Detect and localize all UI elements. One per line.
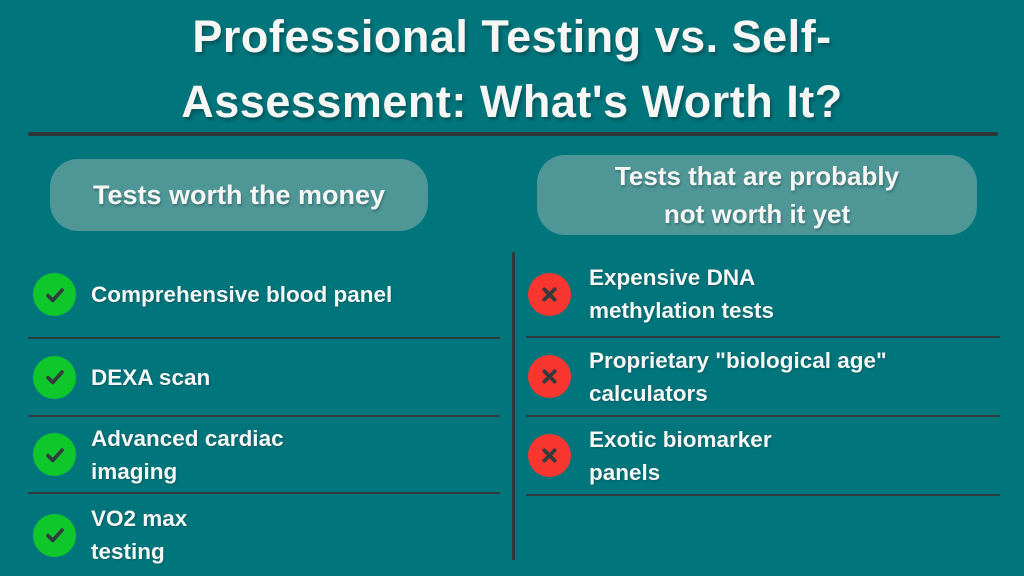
check-icon: [33, 513, 76, 557]
list-item-label: Exotic biomarker panels: [589, 426, 772, 485]
list-item: Advanced cardiac imaging: [28, 417, 500, 494]
x-icon: [528, 272, 571, 316]
left-column-header: Tests worth the money: [50, 159, 428, 231]
list-item: Comprehensive blood panel: [28, 252, 500, 339]
right-column-header-line1: Tests that are probably: [614, 161, 900, 191]
list-item-label: Expensive DNA methylation tests: [589, 265, 775, 323]
check-icon: [33, 273, 76, 316]
list-item: Proprietary "biological age" calculators: [526, 338, 1000, 417]
x-icon: [528, 434, 571, 477]
list-item: DEXA scan: [28, 339, 500, 417]
list-item-label: Proprietary "biological age" calculators: [589, 347, 887, 406]
page-title-line2: Assessment: What's Worth It?: [181, 76, 843, 127]
list-item-label: Advanced cardiac imaging: [91, 425, 284, 484]
x-icon: [528, 355, 571, 398]
check-icon: [33, 355, 76, 399]
check-icon: [33, 433, 76, 476]
right-column-header-line2: not worth it yet: [663, 199, 851, 229]
title-underline: [28, 132, 998, 136]
right-column-list: Expensive DNA methylation tests Propriet…: [526, 252, 1000, 496]
list-item-label: DEXA scan: [91, 364, 211, 390]
list-item: Exotic biomarker panels: [526, 417, 1000, 496]
list-item: VO2 max testing: [28, 494, 500, 576]
list-item-label: VO2 max testing: [91, 506, 188, 564]
page-title: Professional Testing vs. Self- Assessmen…: [0, 4, 1024, 134]
left-column-header-label: Tests worth the money: [92, 179, 386, 210]
list-item: Expensive DNA methylation tests: [526, 252, 1000, 338]
list-item-label: Comprehensive blood panel: [91, 282, 393, 307]
right-column-header: Tests that are probably not worth it yet: [537, 155, 977, 235]
left-column-list: Comprehensive blood panel DEXA scan Adva…: [28, 252, 500, 576]
column-divider: [512, 252, 515, 560]
page-title-line1: Professional Testing vs. Self-: [192, 11, 832, 62]
